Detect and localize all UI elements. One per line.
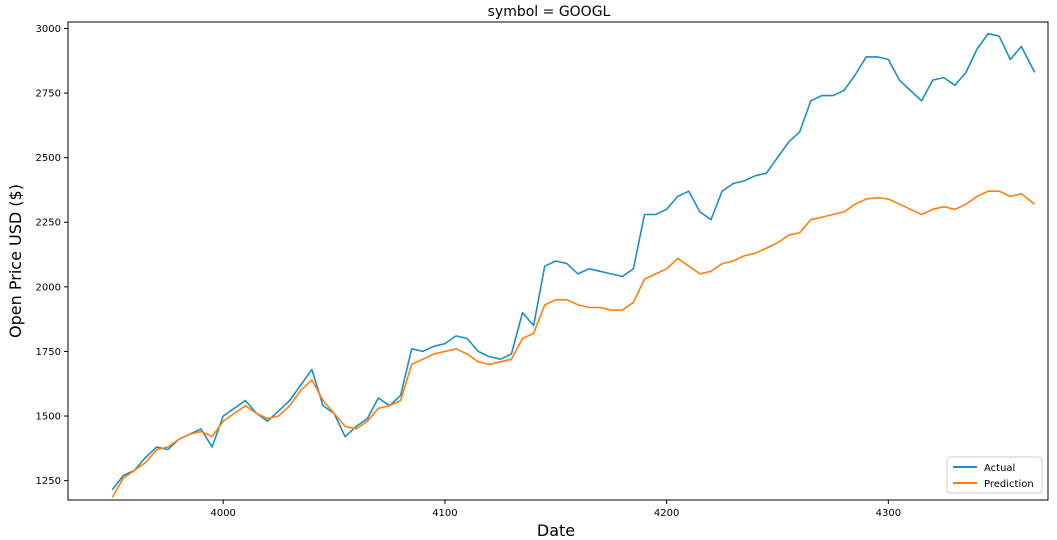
x-axis-title: Date [537, 521, 575, 540]
y-tick-label: 1750 [36, 347, 61, 358]
y-tick-label: 2750 [36, 89, 61, 100]
y-tick-label: 2500 [36, 153, 61, 164]
legend-label-actual: Actual [984, 463, 1015, 474]
x-tick-label: 4200 [654, 508, 679, 519]
x-tick-label: 4000 [210, 508, 235, 519]
y-tick-label: 1500 [36, 412, 61, 423]
y-tick-label: 1250 [36, 476, 61, 487]
y-tick-label: 2250 [36, 218, 61, 229]
y-tick-label: 3000 [36, 24, 61, 35]
y-tick-label: 2000 [36, 282, 61, 293]
series-line-actual [111, 32, 1036, 491]
y-axis-ticks: 1250 1500 1750 2000 2250 2500 2750 3000 [36, 24, 68, 487]
x-axis-ticks: 4000 4100 4200 4300 [210, 500, 901, 519]
series-layer [111, 32, 1036, 498]
legend-label-prediction: Prediction [984, 479, 1034, 490]
legend: Actual Prediction [946, 456, 1043, 494]
x-tick-label: 4100 [432, 508, 457, 519]
chart-title: symbol = GOOGL [488, 4, 611, 20]
series-line-prediction [111, 190, 1036, 498]
y-axis-title: Open Price USD ($) [6, 184, 25, 338]
x-tick-label: 4300 [876, 508, 901, 519]
